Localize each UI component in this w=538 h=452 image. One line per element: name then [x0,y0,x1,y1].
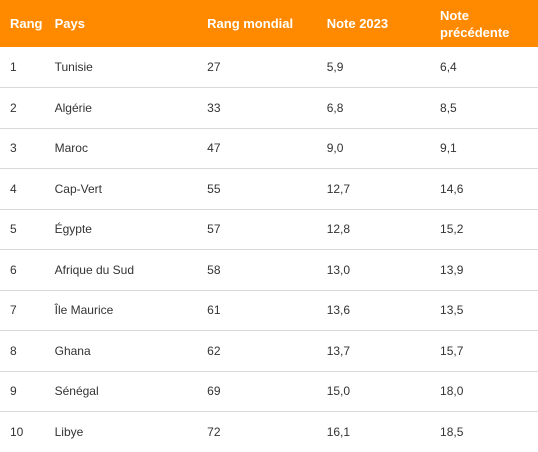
cell-rang: 5 [0,209,55,250]
cell-pays: Afrique du Sud [55,250,208,291]
table-row: 5 Égypte 57 12,8 15,2 [0,209,538,250]
table-row: 6 Afrique du Sud 58 13,0 13,9 [0,250,538,291]
table-row: 7 Île Maurice 61 13,6 13,5 [0,290,538,331]
cell-pays: Égypte [55,209,208,250]
cell-note-2023: 16,1 [327,412,440,452]
cell-rang: 1 [0,47,55,88]
table-row: 9 Sénégal 69 15,0 18,0 [0,371,538,412]
cell-note-precedente: 18,5 [440,412,538,452]
cell-note-2023: 13,0 [327,250,440,291]
table-row: 2 Algérie 33 6,8 8,5 [0,88,538,129]
table-row: 8 Ghana 62 13,7 15,7 [0,331,538,372]
cell-rang-mondial: 55 [207,169,327,210]
cell-rang-mondial: 61 [207,290,327,331]
cell-rang: 4 [0,169,55,210]
cell-pays: Algérie [55,88,208,129]
cell-note-precedente: 13,9 [440,250,538,291]
cell-rang: 3 [0,128,55,169]
cell-rang-mondial: 27 [207,47,327,88]
table-row: 4 Cap-Vert 55 12,7 14,6 [0,169,538,210]
cell-rang-mondial: 47 [207,128,327,169]
cell-rang: 2 [0,88,55,129]
cell-rang-mondial: 72 [207,412,327,452]
cell-note-precedente: 6,4 [440,47,538,88]
table-row: 3 Maroc 47 9,0 9,1 [0,128,538,169]
cell-note-precedente: 15,7 [440,331,538,372]
header-rang: Rang [0,0,55,47]
table-row: 1 Tunisie 27 5,9 6,4 [0,47,538,88]
cell-note-precedente: 15,2 [440,209,538,250]
cell-pays: Libye [55,412,208,452]
cell-note-2023: 13,6 [327,290,440,331]
header-rang-mondial: Rang mondial [207,0,327,47]
cell-pays: Île Maurice [55,290,208,331]
cell-pays: Ghana [55,331,208,372]
table-row: 10 Libye 72 16,1 18,5 [0,412,538,452]
header-note-precedente: Note précédente [440,0,538,47]
table-body: 1 Tunisie 27 5,9 6,4 2 Algérie 33 6,8 8,… [0,47,538,452]
cell-rang: 9 [0,371,55,412]
cell-note-precedente: 9,1 [440,128,538,169]
cell-rang-mondial: 58 [207,250,327,291]
cell-rang-mondial: 62 [207,331,327,372]
cell-note-precedente: 13,5 [440,290,538,331]
cell-rang-mondial: 33 [207,88,327,129]
table-header: Rang Pays Rang mondial Note 2023 Note pr… [0,0,538,47]
cell-note-precedente: 18,0 [440,371,538,412]
cell-rang: 10 [0,412,55,452]
cell-note-2023: 12,8 [327,209,440,250]
cell-rang: 6 [0,250,55,291]
header-note-2023: Note 2023 [327,0,440,47]
cell-note-2023: 6,8 [327,88,440,129]
cell-note-precedente: 8,5 [440,88,538,129]
cell-pays: Cap-Vert [55,169,208,210]
cell-rang: 8 [0,331,55,372]
cell-note-2023: 9,0 [327,128,440,169]
cell-note-2023: 12,7 [327,169,440,210]
cell-note-2023: 15,0 [327,371,440,412]
cell-note-2023: 5,9 [327,47,440,88]
cell-pays: Tunisie [55,47,208,88]
cell-pays: Sénégal [55,371,208,412]
cell-pays: Maroc [55,128,208,169]
header-pays: Pays [55,0,208,47]
cell-rang: 7 [0,290,55,331]
cell-rang-mondial: 69 [207,371,327,412]
cell-note-2023: 13,7 [327,331,440,372]
cell-note-precedente: 14,6 [440,169,538,210]
cell-rang-mondial: 57 [207,209,327,250]
header-row: Rang Pays Rang mondial Note 2023 Note pr… [0,0,538,47]
